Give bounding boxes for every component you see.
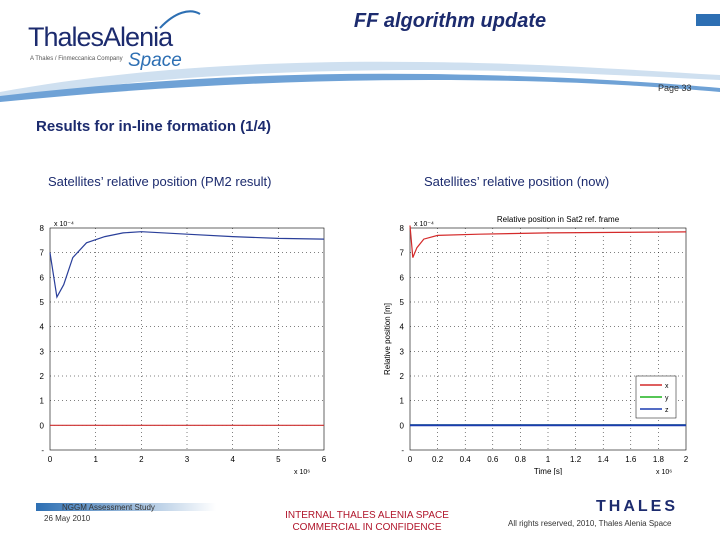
x-tick-label: 1.2 [570, 455, 582, 464]
x-tick-label: 1 [93, 455, 98, 464]
right-chart-caption: Satellites’ relative position (now) [424, 174, 610, 189]
x-tick-label: 1.6 [625, 455, 637, 464]
x-tick-label: 6 [322, 455, 327, 464]
company-logo-text: ThalesAlenia [28, 22, 173, 52]
x-axis-exponent: x 10⁶ [656, 469, 672, 475]
y-tick-label: 8 [40, 224, 45, 233]
confidentiality-notice: INTERNAL THALES ALENIA SPACE COMMERCIAL … [262, 510, 472, 534]
x-tick-label: 0.2 [432, 455, 444, 464]
confidentiality-line-1: INTERNAL THALES ALENIA SPACE [285, 510, 449, 521]
confidentiality-line-2: COMMERCIAL IN CONFIDENCE [292, 522, 442, 533]
y-tick-label: 6 [400, 273, 405, 282]
y-tick-label: 6 [40, 273, 45, 282]
header-swoosh [0, 10, 720, 102]
x-tick-label: 1.8 [653, 455, 665, 464]
legend-label-1: y [665, 395, 669, 402]
x-tick-label: 0 [48, 455, 53, 464]
x-tick-label: 2 [684, 455, 689, 464]
y-tick-label: - [41, 446, 44, 455]
x-tick-label: 2 [139, 455, 144, 464]
x-axis-exponent: x 10⁶ [294, 469, 310, 475]
y-tick-label: 0 [40, 421, 45, 430]
y-tick-label: 2 [400, 372, 405, 381]
company-logo-tagline: A Thales / Finmeccanica Company [30, 56, 123, 62]
x-tick-label: 3 [185, 455, 190, 464]
x-tick-label: 4 [230, 455, 235, 464]
y-tick-label: 4 [40, 323, 45, 332]
left-chart-caption: Satellites’ relative position (PM2 resul… [48, 174, 272, 189]
y-tick-label: 0 [400, 421, 405, 430]
x-tick-label: 5 [276, 455, 281, 464]
x-tick-label: 0.8 [515, 455, 527, 464]
company-logo-space: Space [128, 50, 182, 71]
y-axis-exponent: x 10⁻⁴ [414, 221, 434, 228]
y-tick-label: - [401, 446, 404, 455]
page-number: Page 33 [658, 83, 692, 93]
y-tick-label: 3 [400, 347, 405, 356]
y-tick-label: 7 [400, 249, 405, 258]
x-tick-label: 0 [408, 455, 413, 464]
legend-label-2: z [665, 407, 669, 414]
x-tick-label: 1.4 [598, 455, 610, 464]
y-tick-label: 1 [400, 397, 405, 406]
legend-label-0: x [665, 383, 669, 390]
thales-logo: THALES [596, 498, 678, 515]
series-line-0 [409, 225, 687, 258]
chart-title: Relative position in Sat2 ref. frame [497, 215, 620, 224]
x-axis-label: Time [s] [534, 467, 562, 475]
slide-title: FF algorithm update [353, 10, 547, 32]
y-axis-exponent: x 10⁻⁴ [54, 221, 74, 228]
series-line-0 [49, 231, 325, 299]
footer-date: 26 May 2010 [44, 514, 91, 523]
y-tick-label: 5 [400, 298, 405, 307]
section-title: Results for in-line formation (1/4) [36, 118, 272, 135]
y-tick-label: 2 [40, 372, 45, 381]
y-axis-label: Relative position [m] [383, 303, 392, 375]
x-tick-label: 1 [546, 455, 551, 464]
y-tick-label: 3 [40, 347, 45, 356]
y-tick-label: 7 [40, 249, 45, 258]
y-tick-label: 5 [40, 298, 45, 307]
y-tick-label: 4 [400, 323, 405, 332]
copyright-notice: All rights reserved, 2010, Thales Alenia… [508, 519, 672, 528]
x-tick-label: 0.6 [487, 455, 499, 464]
y-tick-label: 8 [400, 224, 405, 233]
footer-bar [36, 503, 216, 511]
x-tick-label: 0.4 [460, 455, 472, 464]
y-tick-label: 1 [40, 397, 45, 406]
footer-study-name: NGGM Assessment Study [62, 503, 155, 512]
